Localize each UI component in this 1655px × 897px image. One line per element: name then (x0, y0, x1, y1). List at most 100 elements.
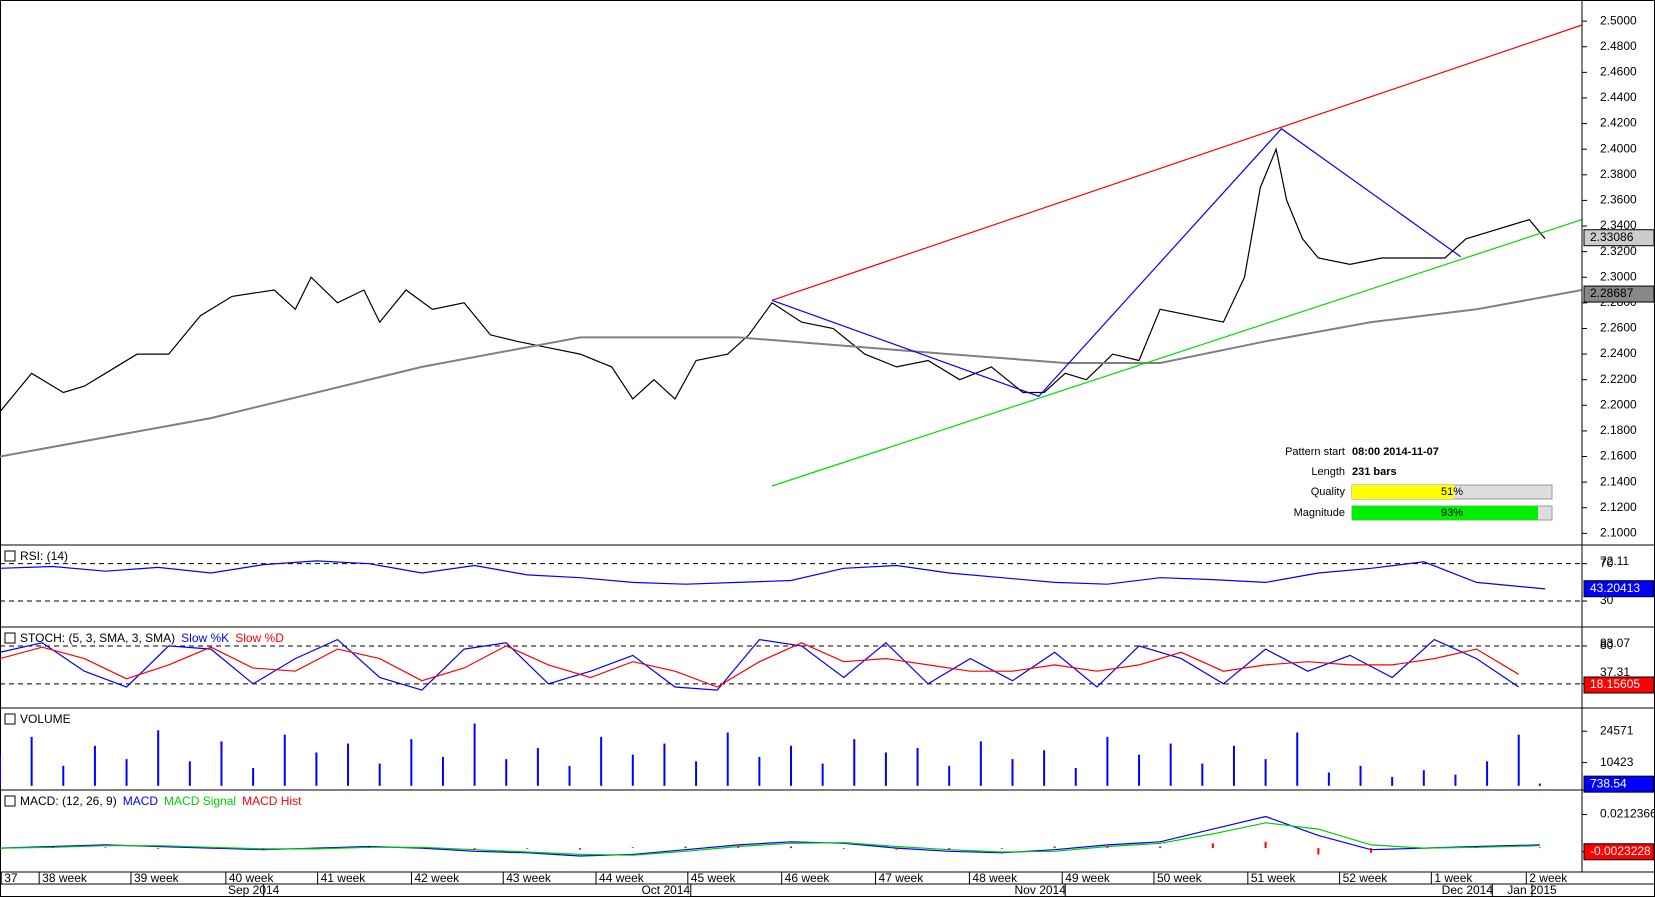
y-tick-label: 80 (1600, 638, 1614, 652)
bar (663, 743, 666, 786)
y-tick-label: 2.3800 (1600, 167, 1637, 181)
bar (1359, 765, 1362, 786)
bar (1011, 759, 1014, 786)
week-label: 51 week (1251, 871, 1297, 885)
pane-toggle (4, 713, 16, 725)
bar (568, 765, 571, 786)
y-tick-label: 2.1200 (1600, 500, 1637, 514)
bar (104, 847, 107, 849)
bar (93, 745, 96, 786)
week-label: 37 (4, 871, 18, 885)
info-value: 08:00 2014-11-07 (1352, 446, 1439, 458)
bar (410, 739, 413, 786)
last-value-box (1583, 676, 1655, 694)
y-tick-label: 2.1000 (1600, 526, 1637, 540)
y-tick-label: 70 (1600, 556, 1614, 570)
pane-toggle (4, 795, 16, 807)
bar (737, 846, 740, 849)
bar (157, 730, 160, 786)
bar (631, 754, 634, 786)
y-tick-label: 2.3000 (1600, 269, 1637, 283)
week-label: 50 week (1157, 871, 1203, 885)
last-value-box (1583, 580, 1655, 598)
info-label: Magnitude (1294, 507, 1345, 519)
week-label: 48 week (972, 871, 1018, 885)
bar (948, 765, 951, 786)
bar (1169, 743, 1172, 786)
series-line (771, 219, 1583, 487)
bar (1000, 848, 1003, 849)
month-label: Oct 2014 (641, 883, 690, 897)
last-value-label: 2.33086 (1590, 230, 1634, 244)
bar (895, 848, 898, 850)
level-label: 37.31 (1600, 665, 1630, 679)
info-value: 231 bars (1352, 466, 1397, 478)
info-label: Length (1311, 466, 1345, 478)
legend-entry: MACD Hist (242, 794, 302, 808)
bar (1422, 770, 1425, 786)
bar (1296, 732, 1299, 786)
bar (0, 754, 1, 786)
bar (1053, 846, 1056, 849)
week-label: 1 week (1434, 871, 1473, 885)
bar (631, 847, 634, 849)
bar (1159, 846, 1162, 849)
last-value-label: -0.0023228 (1590, 844, 1651, 858)
legend-entry: MACD (123, 794, 159, 808)
bar (188, 761, 191, 786)
bar (220, 741, 223, 786)
y-tick-label: 2.2400 (1600, 346, 1637, 360)
bar (1043, 750, 1046, 786)
week-label: 2 week (1529, 871, 1568, 885)
bar (473, 723, 476, 786)
y-tick-label: 2.4200 (1600, 116, 1637, 130)
bar (157, 848, 160, 849)
bar (579, 848, 582, 850)
week-label: 46 week (785, 871, 831, 885)
info-label: Quality (1311, 486, 1346, 498)
last-value-box (1583, 285, 1655, 303)
bar (1370, 848, 1373, 853)
bar (1264, 759, 1267, 786)
bar (209, 848, 212, 849)
bar (1327, 772, 1330, 786)
bar (536, 748, 539, 786)
y-tick-label: 2.4400 (1600, 90, 1637, 104)
bar (695, 761, 698, 786)
y-tick-label: 2.4800 (1600, 39, 1637, 53)
series-line (771, 24, 1583, 301)
last-value-label: 2.28687 (1590, 286, 1634, 300)
y-tick-label: 2.4000 (1600, 141, 1637, 155)
y-tick-label: 2.1400 (1600, 474, 1637, 488)
bar (1486, 761, 1489, 786)
week-label: 49 week (1065, 871, 1111, 885)
info-label: Pattern start (1285, 446, 1345, 458)
bar (853, 739, 856, 786)
bar (684, 846, 687, 849)
bar (125, 759, 128, 786)
pane-label: MACD: (12, 26, 9) (20, 794, 117, 808)
bar (600, 736, 603, 786)
y-tick-label: 0.0212366 (1600, 807, 1655, 821)
bar (884, 752, 887, 786)
y-tick-label: 2.3400 (1600, 218, 1637, 232)
bar (1211, 843, 1214, 849)
series-line (0, 560, 1546, 590)
series-line (0, 822, 1540, 856)
bar (1391, 776, 1394, 786)
pane-toggle (4, 632, 16, 644)
meter-fill (1352, 506, 1538, 520)
bar (420, 848, 423, 849)
pane-label: VOLUME (20, 712, 71, 726)
bar (1106, 846, 1109, 849)
series-line (0, 147, 1546, 413)
y-tick-label: 2.1800 (1600, 423, 1637, 437)
week-label: 42 week (414, 871, 460, 885)
bar (1138, 754, 1141, 786)
y-tick-label: 2.3600 (1600, 193, 1637, 207)
month-label: Sep 2014 (228, 883, 280, 897)
week-label: 40 week (229, 871, 275, 885)
y-tick-label: 2.2000 (1600, 397, 1637, 411)
week-label: 47 week (879, 871, 925, 885)
week-label: 41 week (321, 871, 367, 885)
